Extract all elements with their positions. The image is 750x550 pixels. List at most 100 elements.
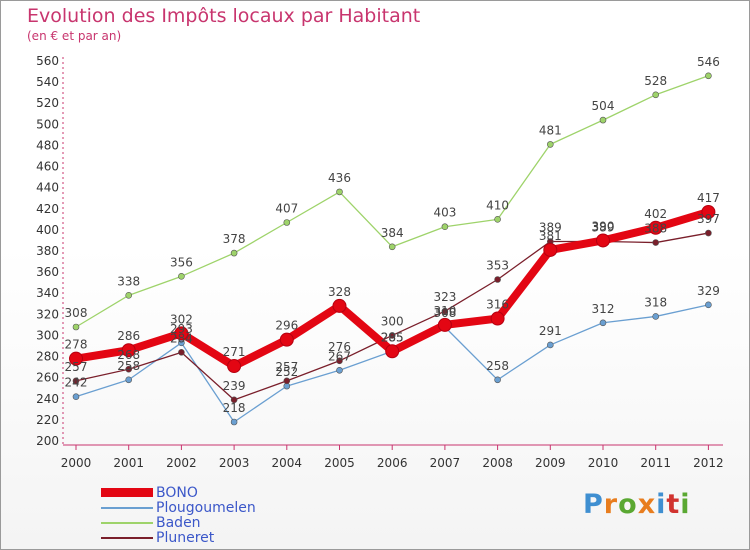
data-label-plougoumelen: 293 [170,322,193,336]
y-tick-label: 240 [36,392,59,406]
data-point-pluneret [336,357,343,365]
legend: BONO Plougoumelen Baden Pluneret [101,484,256,546]
data-point-plougoumelen [599,319,607,327]
data-label-bono: 296 [275,319,298,333]
data-label-pluneret: 276 [328,340,351,354]
data-point-baden [125,292,132,299]
data-point-bono [543,242,558,257]
data-label-pluneret: 389 [539,221,562,235]
chart-subtitle: (en € et par an) [27,29,122,43]
data-point-plougoumelen [230,418,238,426]
data-point-pluneret [72,377,80,385]
data-point-pluneret [230,396,238,404]
data-point-baden [336,188,343,196]
data-label-baden: 546 [697,55,720,69]
data-label-bono: 328 [328,285,351,299]
data-label-bono: 310 [433,304,456,318]
data-point-bono [701,204,716,219]
data-label-pluneret: 323 [433,290,456,304]
data-label-plougoumelen: 258 [486,359,509,373]
data-label-bono: 271 [223,345,246,359]
data-label-pluneret: 257 [275,360,298,374]
logo-letter: r [603,489,619,520]
data-point-bono [121,343,136,358]
data-label-bono: 278 [65,338,88,352]
data-label-pluneret: 284 [170,331,193,345]
y-tick-label: 320 [36,307,59,321]
logo-letter: i [656,489,667,520]
legend-label: Baden [156,514,201,531]
data-point-baden [178,273,185,280]
x-tick-label: 2003 [219,456,250,470]
data-point-pluneret [705,229,712,237]
data-label-bono: 381 [539,229,562,243]
x-tick-label: 2006 [377,456,408,470]
data-label-baden: 308 [65,306,88,320]
data-point-pluneret [125,365,132,373]
data-label-bono: 390 [592,219,615,233]
data-point-baden [230,249,238,257]
y-tick-label: 420 [36,202,59,216]
x-tick-label: 2004 [272,456,303,470]
data-label-plougoumelen: 308 [433,306,456,320]
y-tick-label: 400 [36,223,59,237]
logo-letter: P [583,489,604,520]
x-tick-label: 2011 [640,456,671,470]
data-label-pluneret: 397 [697,212,720,226]
data-point-plougoumelen [705,301,712,309]
data-label-bono: 316 [486,298,509,312]
y-tick-label: 360 [36,265,59,279]
data-label-bono: 417 [697,191,720,205]
data-label-pluneret: 389 [592,221,615,235]
data-point-plougoumelen [336,366,343,374]
y-tick-label: 280 [36,350,59,364]
x-tick-label: 2005 [324,456,355,470]
y-tick-label: 500 [36,117,59,131]
data-label-plougoumelen: 258 [117,359,140,373]
data-point-baden [705,72,712,80]
data-label-plougoumelen: 291 [539,324,562,338]
legend-swatch [101,536,153,539]
data-label-plougoumelen: 242 [65,376,88,390]
data-point-pluneret [178,349,185,356]
x-tick-label: 2008 [482,456,513,470]
data-point-bono [490,311,505,326]
series-line-baden [75,75,710,328]
legend-label: BONO [156,484,198,501]
x-tick-label: 2009 [535,456,566,470]
data-label-plougoumelen: 285 [381,330,404,344]
data-label-pluneret: 268 [117,348,140,362]
y-tick-label: 340 [36,286,59,300]
data-point-baden [283,219,291,226]
logo-letter: t [666,489,681,520]
y-tick-label: 480 [36,138,59,152]
data-label-pluneret: 353 [486,259,509,273]
data-label-baden: 528 [644,74,667,88]
data-label-plougoumelen: 329 [697,284,720,298]
legend-swatch [101,521,153,524]
data-point-plougoumelen [546,341,554,349]
data-point-bono [279,332,294,347]
data-point-bono [596,233,610,248]
data-label-baden: 436 [328,171,351,185]
data-point-plougoumelen [494,376,501,384]
data-point-baden [546,141,554,148]
data-point-pluneret [283,377,291,385]
legend-item-pluneret: Pluneret [101,529,256,546]
proxiti-logo: Proxiti [583,489,691,520]
legend-item-plougoumelen: Plougoumelen [101,500,256,516]
data-point-plougoumelen [652,313,660,320]
y-tick-label: 200 [36,434,59,448]
y-tick-label: 520 [36,96,59,110]
y-tick-label: 300 [36,328,59,342]
legend-label: Pluneret [156,529,215,546]
x-tick-label: 2001 [113,456,144,470]
data-label-pluneret: 388 [644,222,667,236]
data-label-pluneret: 300 [381,314,404,328]
y-tick-label: 220 [36,413,59,427]
data-point-pluneret [388,332,396,339]
data-label-plougoumelen: 218 [223,401,246,415]
data-point-baden [72,323,80,331]
